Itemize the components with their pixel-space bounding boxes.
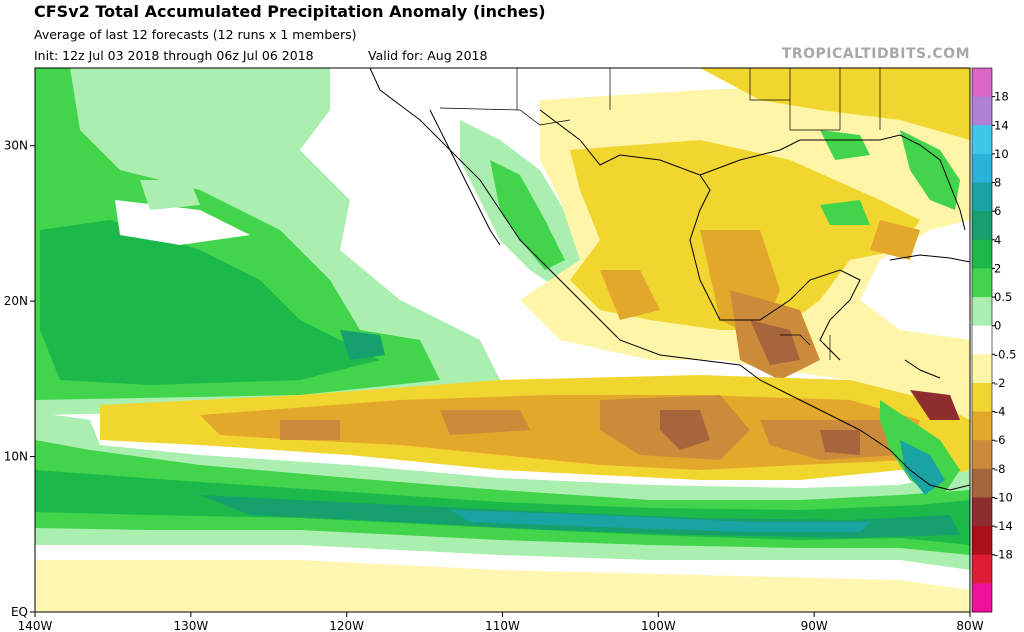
colorbar-label: 18 — [994, 90, 1009, 104]
colorbar-frame — [971, 67, 993, 613]
colorbar-label: -18 — [994, 548, 1013, 562]
colorbar-label: 6 — [994, 204, 1001, 218]
colorbar-legend: 18 14 10 8 6 4 2 0.5 0 -0.5 -2 -4 -6 -8 -10 -14 -18 — [971, 67, 1016, 613]
colorbar-segment — [972, 354, 992, 384]
longitude-axis: 140W 130W 120W 110W 100W 90W 80W — [18, 612, 984, 632]
anomaly-field — [35, 68, 970, 612]
colorbar-segment — [972, 411, 992, 441]
longitude-tick-label: 100W — [641, 619, 676, 632]
wet-anomaly-west-mexico — [460, 120, 590, 290]
dry-anomaly-mexico-gulf — [520, 68, 970, 420]
map-subtitle: Average of last 12 forecasts (12 runs x … — [34, 27, 357, 42]
colorbar-label: 0.5 — [994, 290, 1012, 304]
colorbar-label: 14 — [994, 118, 1009, 132]
colorbar-segment — [972, 268, 992, 298]
colorbar-segment — [972, 125, 992, 155]
init-time-label: Init: 12z Jul 03 2018 through 06z Jul 06… — [34, 48, 314, 63]
latitude-tick-label: 10N — [4, 450, 28, 464]
colorbar-segment — [972, 297, 992, 327]
wet-anomaly-itcz — [35, 400, 970, 612]
colorbar-segment — [972, 440, 992, 470]
colorbar-segment — [972, 239, 992, 269]
borders — [439, 68, 881, 360]
source-watermark: TROPICALTIDBITS.COM — [781, 46, 970, 62]
colorbar-segment — [972, 554, 992, 584]
colorbar-label: -10 — [994, 490, 1013, 504]
map-title: CFSv2 Total Accumulated Precipitation An… — [34, 2, 546, 21]
longitude-tick-label: 90W — [801, 619, 828, 632]
colorbar-label: -8 — [994, 462, 1005, 476]
latitude-tick-label: 20N — [4, 294, 28, 308]
colorbar-label: -14 — [994, 519, 1013, 533]
coastlines — [369, 68, 970, 491]
colorbar-label: -0.5 — [994, 347, 1016, 361]
longitude-tick-label: 120W — [329, 619, 364, 632]
latitude-tick-label: 30N — [4, 139, 28, 153]
colorbar-segment — [972, 526, 992, 556]
latitude-axis: EQ 10N 20N 30N — [4, 139, 35, 619]
longitude-tick-label: 130W — [173, 619, 208, 632]
colorbar-label: -2 — [994, 376, 1005, 390]
colorbar-label: 0 — [994, 319, 1001, 333]
colorbar-label: 8 — [994, 176, 1001, 190]
colorbar-label: 4 — [994, 233, 1001, 247]
valid-time-label: Valid for: Aug 2018 — [368, 48, 488, 63]
colorbar-segment — [972, 96, 992, 126]
dry-anomaly-itcz-north — [100, 375, 970, 480]
colorbar-segment — [972, 325, 992, 355]
colorbar-label: -6 — [994, 433, 1005, 447]
latitude-tick-label: EQ — [11, 605, 28, 619]
longitude-tick-label: 140W — [18, 619, 53, 632]
colorbar-label: -4 — [994, 405, 1005, 419]
wet-anomaly-florida — [820, 130, 960, 225]
wet-anomaly-north-pacific — [35, 68, 500, 415]
colorbar-segment — [972, 68, 992, 98]
colorbar-segment — [972, 211, 992, 241]
colorbar-segment — [972, 497, 992, 527]
longitude-tick-label: 110W — [485, 619, 520, 632]
colorbar-segment — [972, 153, 992, 184]
colorbar-label: 10 — [994, 147, 1009, 161]
longitude-tick-label: 80W — [956, 619, 983, 632]
colorbar-segment — [972, 382, 992, 413]
colorbar-segment — [972, 583, 992, 613]
colorbar-segment — [972, 182, 992, 212]
colorbar-segment — [972, 468, 992, 498]
colorbar-label: 2 — [994, 261, 1001, 275]
